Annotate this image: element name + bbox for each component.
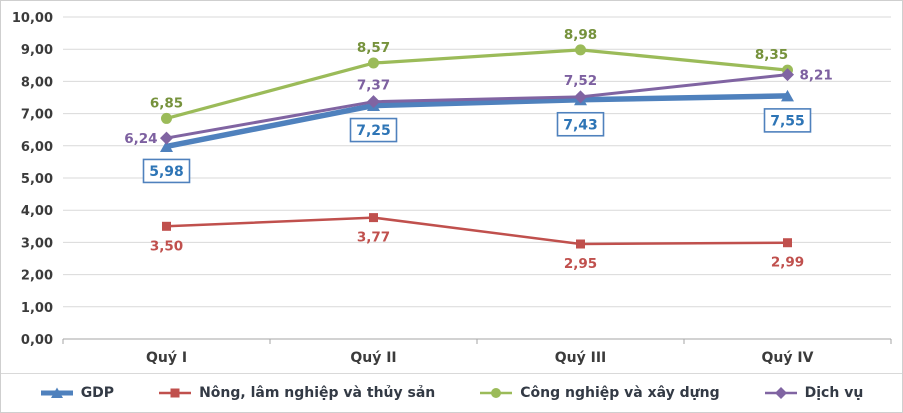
chart-legend: GDP Nông, lâm nghiệp và thủy sản Công nghi…	[1, 373, 902, 412]
data-label: 7,37	[357, 78, 390, 94]
data-label: 7,55	[770, 113, 805, 129]
diamond-marker	[781, 68, 794, 82]
legend-item-3: Dịch vụ	[764, 385, 864, 401]
y-axis-tick-label: 2,00	[21, 269, 53, 284]
legend-label-2: Công nghiệp và xây dựng	[520, 385, 720, 401]
y-axis-tick-label: 7,00	[21, 108, 53, 123]
data-label: 5,98	[149, 164, 184, 180]
legend-label-0: GDP	[80, 385, 115, 401]
data-label: 7,52	[564, 73, 597, 89]
y-axis-tick-label: 8,00	[21, 75, 53, 90]
gdp-label-box	[142, 158, 191, 184]
data-label: 2,99	[771, 255, 804, 271]
y-axis-tick-label: 0,00	[21, 333, 53, 348]
data-label: 8,57	[357, 40, 390, 56]
gdp-label-box	[763, 108, 812, 133]
square-marker	[369, 213, 378, 223]
data-label: 8,98	[564, 27, 597, 43]
chart-plot-area: 0,00 1,00 2,00 3,00 4,00 5,00 6,00 7,00 8,00 9,00…	[12, 11, 892, 366]
x-axis-category-label: Quý IV	[762, 350, 814, 366]
series-line-1	[165, 216, 789, 246]
y-axis-tick-label: 9,00	[21, 43, 53, 58]
data-label: 8,21	[800, 68, 833, 84]
legend-item-2: Công nghiệp và xây dựng	[479, 385, 720, 401]
y-axis-tick-label: 4,00	[21, 204, 53, 219]
legend-marker-square	[159, 388, 192, 398]
data-label: 8,35	[755, 47, 788, 63]
legend-marker-diamond	[764, 387, 797, 399]
series-line-2	[164, 48, 790, 121]
y-axis-tick-label: 5,00	[21, 172, 53, 187]
series-line-3	[165, 73, 789, 140]
legend-label-3: Dịch vụ	[804, 385, 864, 401]
series-line-0	[163, 93, 791, 150]
square-marker	[576, 239, 585, 249]
y-axis-tick-label: 6,00	[21, 140, 53, 155]
legend-item-1: Nông, lâm nghiệp và thủy sản	[158, 385, 435, 401]
data-label: 6,85	[150, 95, 183, 111]
data-label: 7,43	[563, 117, 598, 133]
square-marker	[162, 221, 171, 231]
circle-marker	[368, 57, 379, 69]
legend-item-0: GDP	[40, 385, 114, 401]
data-label: 3,50	[150, 238, 183, 254]
square-marker	[783, 238, 792, 248]
triangle-marker	[781, 89, 794, 102]
x-axis-category-label: Quý II	[350, 350, 396, 366]
y-axis-tick-label: 3,00	[21, 236, 53, 251]
x-axis-category-label: Quý I	[146, 350, 187, 366]
circle-marker	[575, 44, 586, 56]
data-label: 3,77	[357, 230, 390, 246]
y-axis-tick-label: 1,00	[21, 301, 53, 316]
y-axis-tick-label: 10,00	[12, 11, 53, 26]
legend-label-1: Nông, lâm nghiệp và thủy sản	[199, 385, 436, 401]
gdp-label-box	[556, 111, 605, 137]
diamond-marker	[367, 95, 380, 109]
circle-marker	[161, 112, 172, 124]
diamond-marker	[160, 131, 173, 145]
gdp-label-box	[349, 117, 398, 143]
x-axis-category-label: Quý III	[555, 350, 607, 366]
data-label: 7,25	[356, 123, 391, 139]
diamond-marker	[574, 90, 587, 104]
legend-marker-triangle	[40, 387, 73, 398]
legend-marker-circle	[480, 388, 513, 398]
triangle-marker	[160, 140, 173, 152]
data-label: 2,95	[564, 256, 597, 272]
data-label: 6,24	[124, 131, 157, 147]
